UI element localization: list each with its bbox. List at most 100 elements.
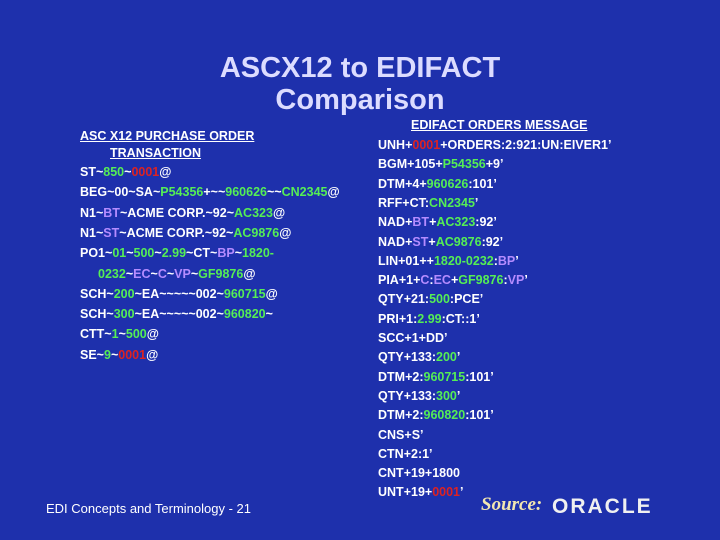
code-segment: AC9876 xyxy=(435,234,482,249)
footer-caption: EDI Concepts and Terminology - 21 xyxy=(46,501,251,516)
code-line: CTN+2:1’ xyxy=(378,446,433,462)
left-heading: ASC X12 PURCHASE ORDER xyxy=(80,129,255,143)
code-segment: ~ACME CORP.~92~ xyxy=(119,205,235,220)
code-segment: : xyxy=(503,273,508,288)
code-segment: 960626 xyxy=(426,176,469,191)
code-segment: 500 xyxy=(133,246,155,261)
code-segment: @ xyxy=(279,225,292,240)
code-line: SE~9~0001@ xyxy=(80,347,158,363)
code-segment: ~EA~~~~~002~ xyxy=(134,286,224,301)
code-line: BEG~00~SA~P54356+~~960626~~CN2345@ xyxy=(80,184,340,200)
code-segment: PRI+1: xyxy=(378,311,418,326)
code-line: DTM+2:960820:101’ xyxy=(378,407,494,423)
code-segment: CTN+2:1’ xyxy=(378,446,433,461)
code-segment: DTM+2: xyxy=(378,369,424,384)
code-segment: SCC+1+DD’ xyxy=(378,331,448,345)
code-segment: 01 xyxy=(112,246,127,261)
code-segment: QTY+133: xyxy=(378,350,437,365)
code-segment: BP xyxy=(497,253,516,268)
code-segment: AC323 xyxy=(234,205,273,220)
code-segment: PIA+1+ xyxy=(378,273,421,288)
code-segment: ~ xyxy=(110,347,119,362)
code-line: BGM+105+P54356+9’ xyxy=(378,156,503,172)
code-segment: ~ xyxy=(190,266,199,281)
code-line: PRI+1:2.99:CT::1’ xyxy=(378,311,480,327)
code-segment: :CT::1’ xyxy=(441,311,480,326)
code-segment: QTY+133: xyxy=(378,388,437,403)
code-segment: ~ xyxy=(234,246,242,261)
code-segment: EC xyxy=(133,266,151,281)
right-heading: EDIFACT ORDERS MESSAGE xyxy=(411,118,588,132)
code-segment: SE~ xyxy=(80,347,104,362)
code-segment: BT xyxy=(103,205,120,220)
code-segment: CTT~ xyxy=(80,327,112,342)
code-line: DTM+4+960626:101’ xyxy=(378,176,497,192)
code-segment: BEG~00~SA~ xyxy=(80,185,161,200)
code-segment: N1~ xyxy=(80,225,104,240)
code-segment: ~ xyxy=(124,165,132,179)
code-segment: : xyxy=(429,273,434,288)
code-segment: 0001 xyxy=(131,165,160,179)
code-segment: BP xyxy=(217,246,235,261)
code-line: SCC+1+DD’ xyxy=(378,330,447,346)
code-segment: ’ xyxy=(515,253,519,268)
code-segment: + xyxy=(429,215,437,230)
left-heading: TRANSACTION xyxy=(110,146,201,160)
code-segment: EC xyxy=(433,273,451,288)
code-segment: C xyxy=(157,266,167,281)
code-segment: ST xyxy=(103,225,120,240)
code-segment: :92’ xyxy=(481,234,504,249)
code-segment: ST~ xyxy=(80,165,104,179)
code-segment: 960715 xyxy=(223,286,266,301)
code-segment: +ORDERS:2:921:UN:EIVER1’ xyxy=(440,138,612,152)
code-segment: 2.99 xyxy=(417,311,442,326)
code-segment: 960820 xyxy=(423,408,466,423)
code-segment: P54356 xyxy=(442,157,486,172)
code-segment: LIN+01++ xyxy=(378,253,434,268)
code-segment: ’ xyxy=(474,195,479,210)
code-segment: 300 xyxy=(113,307,135,322)
code-segment: @ xyxy=(146,347,159,362)
code-segment: 200 xyxy=(113,286,135,301)
code-segment: @ xyxy=(243,266,256,281)
code-segment: NAD+ xyxy=(378,234,413,249)
code-segment: UNH+ xyxy=(378,138,413,152)
code-line: QTY+21:500:PCE’ xyxy=(378,291,483,307)
code-segment: P54356 xyxy=(160,185,204,200)
code-segment: :101’ xyxy=(465,369,494,384)
code-segment: VP xyxy=(174,266,191,281)
code-segment: + xyxy=(428,234,436,249)
code-segment: CNT+19+1800 xyxy=(378,466,461,481)
code-segment: ’ xyxy=(460,485,464,500)
code-line: 0232~EC~C~VP~GF9876@ xyxy=(98,266,256,282)
code-segment: ~ xyxy=(265,307,273,322)
code-segment: 960626 xyxy=(225,185,267,200)
code-segment: PO1~ xyxy=(80,246,113,261)
code-line: CNS+S’ xyxy=(378,427,424,443)
code-segment: 500 xyxy=(125,327,147,342)
code-segment: @ xyxy=(265,286,278,301)
code-segment: SCH~ xyxy=(80,307,114,322)
code-segment: 0001 xyxy=(432,485,461,500)
code-segment: AC9876 xyxy=(233,225,280,240)
code-segment: SCH~ xyxy=(80,286,114,301)
code-segment: 0001 xyxy=(118,347,147,362)
code-segment: NAD+ xyxy=(378,215,413,230)
code-segment: UNT+19+ xyxy=(378,485,433,500)
code-segment: :PCE’ xyxy=(449,292,484,307)
code-segment: :101’ xyxy=(465,408,494,423)
code-line: N1~BT~ACME CORP.~92~AC323@ xyxy=(80,205,285,221)
code-segment: 960715 xyxy=(423,369,466,384)
code-segment: :92’ xyxy=(475,215,497,230)
code-line: LIN+01++1820-0232:BP’ xyxy=(378,253,519,269)
code-segment: : xyxy=(493,253,498,268)
code-segment: ~ xyxy=(125,266,134,281)
code-line: QTY+133:300’ xyxy=(378,388,460,404)
code-line: ST~850~0001@ xyxy=(80,164,171,180)
code-segment: 300 xyxy=(436,388,457,403)
code-segment: GF9876 xyxy=(198,266,244,281)
code-segment: ’ xyxy=(456,388,461,403)
code-segment: ~ xyxy=(150,266,158,281)
title: ASCX12 to EDIFACT xyxy=(219,52,501,84)
code-segment: 960820 xyxy=(223,307,266,322)
